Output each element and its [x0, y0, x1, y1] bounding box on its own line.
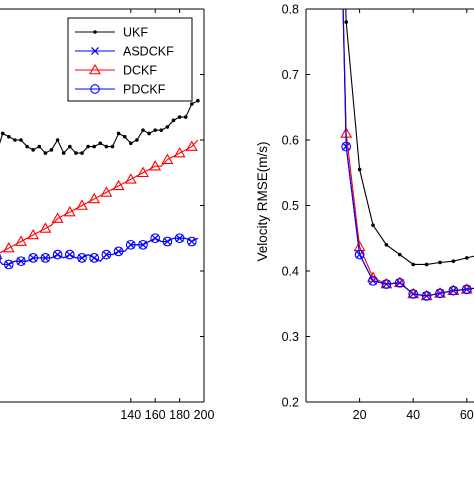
legend-marker [93, 30, 97, 34]
left-data-point [111, 145, 115, 149]
left-data-point [141, 128, 145, 132]
right-series-line [341, 0, 474, 296]
right-series-line [341, 0, 474, 296]
left-data-point [135, 138, 139, 142]
left-xtick-label: 180 [169, 408, 190, 422]
legend: UKF ASDCKF DCKF PDCKF [68, 18, 192, 101]
left-data-point [105, 145, 109, 149]
left-data-point [129, 141, 133, 145]
right-ytick-label: 0.8 [282, 3, 299, 17]
right-data-point [385, 243, 389, 247]
left-data-point [86, 145, 90, 149]
right-data-point [465, 256, 469, 260]
left-data-point [160, 128, 164, 132]
left-data-point [190, 102, 194, 106]
right-ytick-label: 0.4 [282, 265, 299, 279]
left-xtick-label: 160 [145, 408, 166, 422]
legend-label: DCKF [123, 64, 157, 78]
right-data-point [452, 259, 456, 263]
left-data-point [7, 135, 11, 139]
left-data-point [92, 145, 96, 149]
right-data-point [344, 20, 348, 24]
left-data-point [50, 148, 54, 152]
left-data-point [38, 145, 42, 149]
right-series-line [342, 0, 474, 264]
left-data-point [99, 141, 103, 145]
left-data-point [31, 148, 35, 152]
left-data-point [162, 155, 172, 164]
left-xtick-label: 140 [120, 408, 141, 422]
right-data-point [438, 261, 442, 265]
left-data-point [80, 151, 84, 155]
right-y-axis-label: Velocity RMSE(m/s) [255, 141, 270, 261]
right-xtick-label: 20 [353, 408, 367, 422]
left-data-point [68, 145, 72, 149]
right-series-dckf [341, 0, 474, 300]
right-series-asdckf [341, 0, 474, 299]
legend-label: ASDCKF [123, 45, 174, 59]
right-ytick-label: 0.5 [282, 199, 299, 213]
left-data-point [117, 132, 121, 136]
right-data-point [371, 223, 375, 227]
left-data-point [153, 128, 157, 132]
right-ytick-label: 0.3 [282, 330, 299, 344]
left-data-point [62, 151, 66, 155]
right-xtick-label: 60 [460, 408, 474, 422]
right-series-group [341, 0, 474, 300]
right-data-point [425, 263, 429, 267]
legend-label: UKF [123, 26, 148, 40]
right-ytick-label: 0.7 [282, 68, 299, 82]
right-series-line [341, 0, 474, 296]
right-xtick-label: 40 [406, 408, 420, 422]
left-data-point [123, 135, 127, 139]
right-data-point [398, 253, 402, 257]
left-series-ukf [0, 99, 200, 168]
right-data-point [358, 168, 362, 172]
left-chart: 20140160180200UKFASDCKFDCKFPDCKF [0, 9, 214, 422]
legend-label: PDCKF [123, 83, 166, 97]
left-data-point [13, 138, 17, 142]
right-ytick-label: 0.6 [282, 134, 299, 148]
left-data-point [74, 151, 78, 155]
left-data-point [184, 115, 188, 119]
left-data-point [25, 145, 29, 149]
left-data-point [44, 151, 48, 155]
right-ytick-label: 0.2 [282, 396, 299, 410]
left-data-point [147, 132, 151, 136]
left-data-point [19, 138, 23, 142]
left-data-point [1, 132, 5, 136]
left-series-line [0, 140, 198, 271]
right-data-point [411, 263, 415, 267]
left-data-point [172, 119, 176, 123]
right-series-ukf [342, 0, 474, 266]
left-series-group [0, 99, 200, 275]
left-data-point [53, 214, 63, 223]
left-data-point [56, 138, 60, 142]
left-xtick-label: 200 [194, 408, 215, 422]
right-chart: 0.2 0.3 0.4 0.5 0.6 0.7 0.8 20 40 60 Velocity RMSE… [255, 0, 474, 422]
left-data-point [178, 115, 182, 119]
left-data-point [166, 125, 170, 129]
left-data-point [196, 99, 200, 103]
